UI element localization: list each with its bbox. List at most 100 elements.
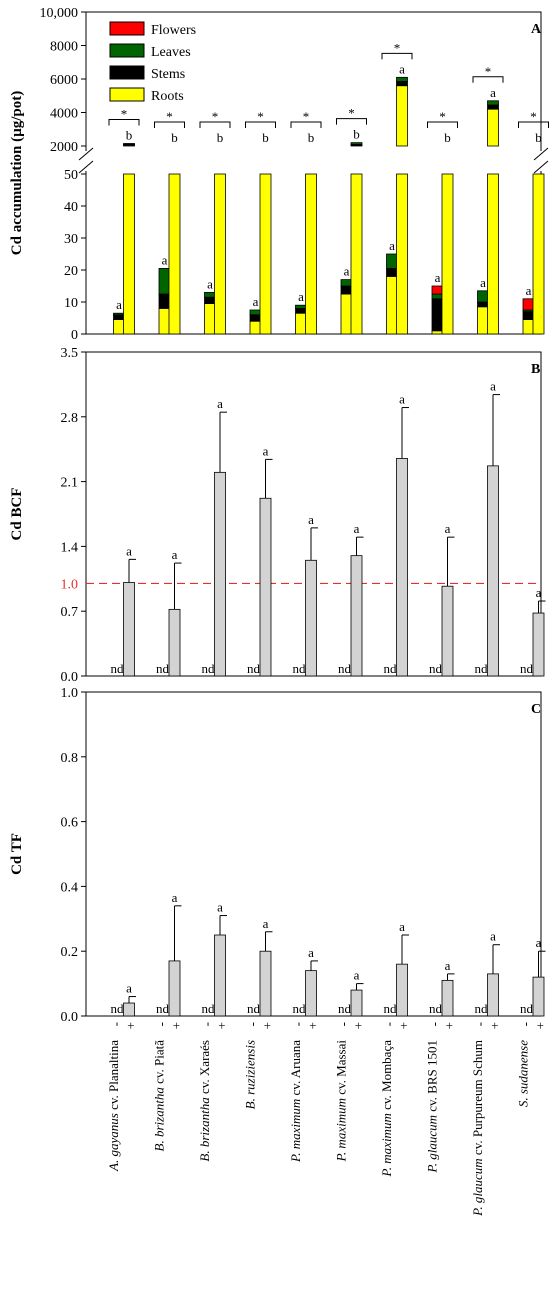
species-label: P. maximum cv. Aruana [288,1040,303,1163]
y-axis-label: Cd accumulation (µg/pot) [9,91,25,255]
y-tick-label: 2000 [50,140,78,155]
y-tick-label: 1.0 [61,686,79,701]
bar-segment-roots [305,173,317,335]
bar-segment-leaves [396,76,408,82]
y-tick-label: 50 [64,168,78,183]
bar [350,989,363,1017]
bar [441,979,454,1017]
treatment-minus-label: - [199,1022,214,1026]
bar-segment-leaves [431,293,444,300]
group-letter: a [308,945,314,960]
not-detected-label: nd [338,1001,352,1016]
bar [214,471,226,677]
y-tick-label: 0 [71,328,78,343]
significance-bracket [336,118,367,125]
species-cultivar: cv. Xaraés [197,1040,212,1097]
bar-segment-leaves [340,279,353,287]
not-detected-label: nd [429,1001,443,1016]
not-detected-label: nd [338,661,352,676]
panel-a: 0 10 20 30 40 50 2000 4000 6000 8000 10,000 Cd accu… [9,6,550,343]
treatment-plus-label: + [396,1022,411,1029]
significance-bracket [245,121,276,128]
treatment-minus-label: - [381,1022,396,1026]
group-letter: a [263,443,269,458]
species-label: S. sudanense [516,1040,531,1107]
y-tick-label: 0.0 [61,670,79,685]
legend-label: Flowers [151,23,196,38]
not-detected-label: nd [429,661,443,676]
bar-segment-roots [340,293,353,335]
species-label: P. maximum cv. Massai [334,1040,349,1163]
bar [441,585,454,677]
bar-segment-roots [350,173,363,335]
species-italic-name: P. maximum [334,1098,349,1162]
significance-star: * [439,109,446,124]
bar-segment-stems [386,267,398,277]
y-tick-label: 4000 [50,107,78,122]
bar-segment-stems [113,314,125,320]
bar [305,970,317,1017]
species-label: P. glaucum cv. Purpureum Schum [470,1040,485,1217]
y-tick-label: 40 [64,200,78,215]
not-detected-label: nd [475,1001,489,1016]
bar-segment-roots [123,173,135,335]
significance-star: * [121,106,128,121]
bar [259,950,272,1017]
treatment-minus-label: - [108,1022,123,1026]
bar [123,1002,135,1017]
significance-bracket [154,121,185,128]
y-tick-label: 2.1 [61,476,79,491]
group-letter: a [207,276,213,291]
legend-swatch [109,43,145,58]
significance-star: * [530,109,537,124]
bar-segment-stems [487,104,499,110]
bar [396,458,408,677]
bar-segment-leaves [249,309,262,316]
treatment-minus-label: - [427,1022,442,1026]
bar-segment-leaves [350,142,363,145]
species-label: P. glaucum cv. BRS 1501 [425,1040,440,1174]
not-detected-label: nd [156,661,170,676]
significance-bracket [472,76,504,83]
bar-segment-roots [487,108,499,147]
significance-bracket [381,52,413,60]
group-letter: a [480,275,486,290]
species-label: B. brizantha cv. Piatã [152,1040,167,1152]
bar-segment-roots [214,173,226,335]
y-tick-label: 8000 [50,40,78,55]
bar-segment-roots [532,173,545,335]
significance-star: * [485,64,492,79]
species-cultivar: cv. Mombaça [379,1040,394,1113]
bar-segment-roots [113,319,125,335]
group-letter: a [344,264,350,279]
bar-segment-leaves [113,312,125,316]
axis-break-mark-right [533,160,549,174]
bar-segment-roots [295,312,307,335]
category-axis: - +A. gayanus cv. Planaltina- +B. brizanth… [106,1022,548,1217]
panel-frame [85,691,542,1017]
treatment-minus-label: - [154,1022,169,1026]
y-tick-label: 3.5 [61,346,79,361]
bar-segment-stems [431,298,444,332]
species-cultivar: cv. Planaltina [106,1040,121,1113]
treatment-plus-label: + [487,1022,502,1029]
not-detected-label: nd [202,1001,216,1016]
bar-segment-leaves [158,267,171,295]
not-detected-label: nd [293,1001,307,1016]
not-detected-label: nd [156,1001,170,1016]
legend-swatch [109,65,145,80]
not-detected-label: nd [520,661,534,676]
treatment-minus-label: - [245,1022,260,1026]
significance-bracket [427,121,458,128]
not-detected-label: nd [111,1001,125,1016]
species-italic-name: P. glaucum [470,1158,485,1217]
group-letter: a [126,981,132,996]
species-cultivar: cv. BRS 1501 [425,1040,440,1115]
y-tick-label: 1.4 [61,540,79,555]
bar [350,555,363,677]
group-letter: b [353,127,360,142]
group-letter: b [126,127,133,142]
group-letter: a [354,968,360,983]
group-letter: a [253,294,259,309]
group-letter: b [171,130,178,145]
